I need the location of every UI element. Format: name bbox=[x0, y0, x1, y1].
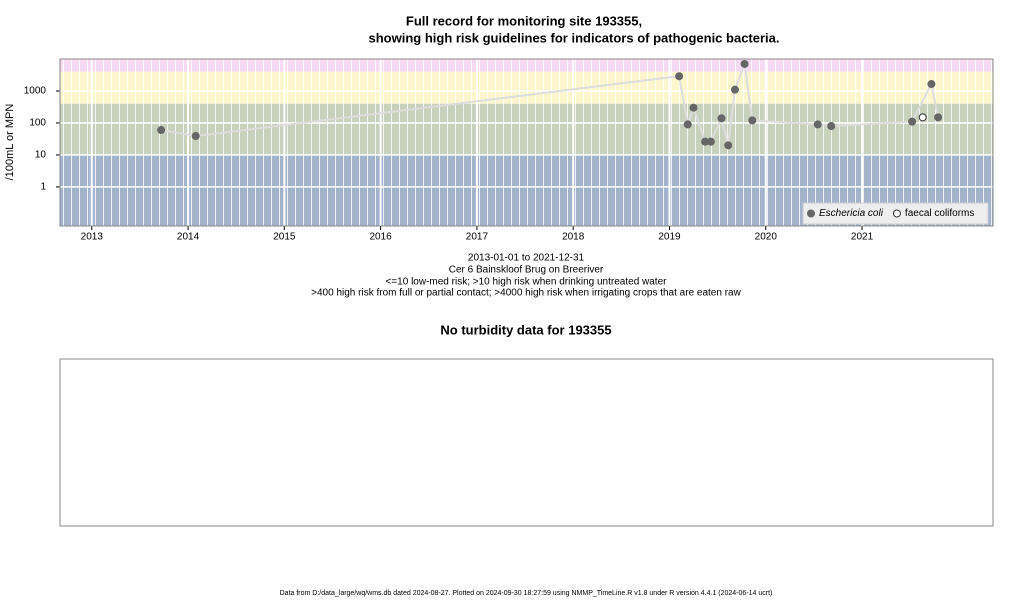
data-point bbox=[730, 85, 739, 94]
month-stripes bbox=[60, 59, 993, 226]
caption: <=10 low-med risk; >10 high risk when dr… bbox=[386, 277, 668, 288]
title-line2: showing high risk guidelines for indicat… bbox=[369, 30, 780, 45]
turbidity-title: No turbidity data for 193355 bbox=[440, 322, 611, 337]
data-point bbox=[827, 122, 836, 131]
caption: Cer 6 Bainskloof Brug on Breeriver bbox=[449, 265, 604, 276]
x-tick-label: 2021 bbox=[851, 232, 874, 243]
data-point bbox=[191, 132, 200, 141]
legend-label: Eschericia coli bbox=[819, 208, 884, 219]
caption: 2013-01-01 to 2021-12-31 bbox=[468, 253, 585, 264]
data-point bbox=[748, 116, 757, 125]
y-tick-label: 10 bbox=[35, 150, 47, 161]
legend-marker bbox=[807, 209, 815, 218]
y-axis-label: /100mL or MPN bbox=[4, 104, 16, 181]
x-tick-label: 2013 bbox=[81, 232, 104, 243]
y-tick-label: 1000 bbox=[24, 86, 47, 97]
caption: >400 high risk from full or partial cont… bbox=[311, 288, 741, 299]
x-tick-label: 2019 bbox=[658, 232, 681, 243]
x-tick-label: 2017 bbox=[466, 232, 489, 243]
y-tick-label: 100 bbox=[29, 118, 46, 129]
data-point bbox=[689, 103, 698, 112]
data-point bbox=[675, 72, 684, 81]
x-tick-label: 2018 bbox=[562, 232, 585, 243]
data-point bbox=[706, 137, 715, 146]
data-point bbox=[918, 113, 927, 122]
plot-frame bbox=[59, 58, 994, 227]
data-point bbox=[927, 80, 936, 89]
data-point bbox=[724, 141, 733, 150]
data-point bbox=[717, 114, 726, 123]
data-point bbox=[157, 126, 166, 135]
data-point bbox=[908, 117, 917, 126]
x-tick-label: 2020 bbox=[755, 232, 778, 243]
x-tick-label: 2016 bbox=[370, 232, 393, 243]
data-point bbox=[813, 120, 822, 129]
x-tick-label: 2015 bbox=[273, 232, 296, 243]
x-tick-label: 2014 bbox=[177, 232, 200, 243]
y-tick-label: 1 bbox=[40, 182, 46, 193]
legend-marker bbox=[892, 209, 901, 218]
title-line1: Full record for monitoring site 193355, bbox=[406, 13, 642, 28]
data-point bbox=[934, 113, 943, 122]
data-point bbox=[683, 120, 692, 129]
turbidity-panel bbox=[59, 358, 994, 527]
data-point bbox=[740, 59, 749, 68]
legend-label: faecal coliforms bbox=[905, 208, 974, 219]
footer: Data from D:/data_large/wq/wms.db dated … bbox=[280, 590, 773, 597]
